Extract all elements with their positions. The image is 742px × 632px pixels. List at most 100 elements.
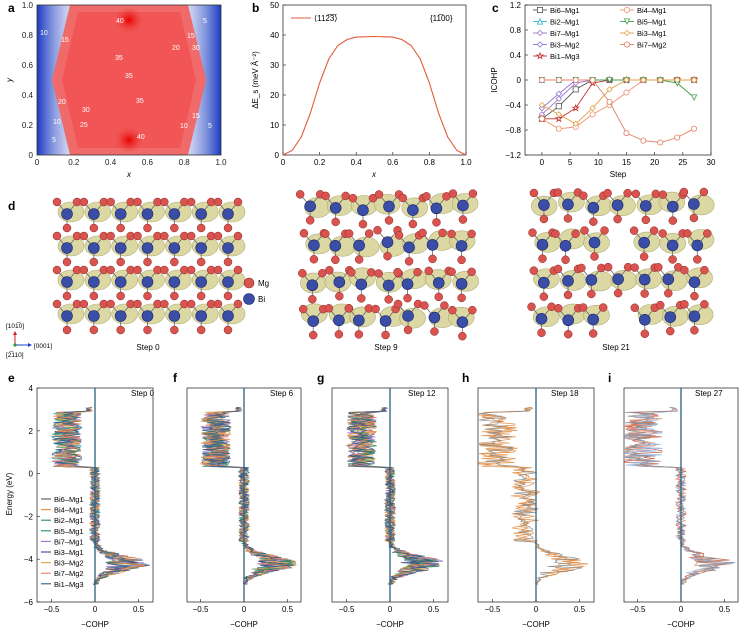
mg-atom bbox=[428, 254, 437, 264]
y-tick-label: 0 bbox=[517, 76, 522, 85]
mg-atom bbox=[186, 299, 196, 309]
mg-atom bbox=[371, 304, 380, 314]
bi-atom bbox=[401, 278, 414, 290]
contour-label: 5 bbox=[52, 137, 56, 144]
contour-label: 5 bbox=[203, 18, 207, 25]
bi-atom bbox=[333, 314, 345, 327]
panel-e-label: e bbox=[8, 371, 15, 385]
bi-atom bbox=[195, 208, 207, 220]
bi-atom bbox=[430, 202, 443, 215]
mg-atom bbox=[116, 291, 125, 301]
mg-atom bbox=[447, 267, 456, 277]
mg-atom bbox=[553, 303, 563, 313]
mg-atom bbox=[430, 327, 439, 336]
legend-label: Bi1–Mg3 bbox=[550, 52, 580, 61]
contour-label: 35 bbox=[125, 73, 133, 80]
heatmap-hotspot-top bbox=[115, 7, 143, 33]
bi-atom bbox=[114, 242, 127, 254]
x-tick-label: 20 bbox=[650, 158, 659, 167]
mg-atom bbox=[394, 231, 404, 240]
mg-atom bbox=[116, 257, 125, 267]
cohp-step-label: Step 12 bbox=[408, 389, 436, 398]
axis-up-label: [101̅0] bbox=[6, 322, 24, 330]
x-tick-label: 0 bbox=[534, 605, 539, 614]
bi-atom bbox=[662, 273, 675, 286]
axis-right-label: [0001] bbox=[34, 343, 52, 350]
bi-atom bbox=[222, 310, 234, 322]
bi-atom bbox=[638, 313, 651, 326]
legend-label: Bi7–Mg1 bbox=[54, 537, 84, 546]
crystal-axes: [101̅0] [0001] [2̅110] bbox=[6, 322, 52, 359]
step-caption: Step 9 bbox=[374, 343, 398, 352]
bi-atom bbox=[562, 314, 575, 327]
bi-atom bbox=[538, 276, 550, 289]
mg-atom bbox=[666, 326, 675, 336]
bi-atom bbox=[612, 273, 624, 285]
mg-atom bbox=[344, 304, 354, 313]
y-tick-label: 0 bbox=[29, 151, 34, 160]
bi-atom bbox=[559, 239, 572, 252]
legend-label: ⟨112̅3̅⟩ bbox=[314, 14, 337, 23]
bi-atom bbox=[536, 238, 549, 251]
panel-b-frame bbox=[282, 4, 467, 156]
bi-atom bbox=[329, 202, 342, 214]
mg-atom bbox=[143, 291, 152, 301]
data-point bbox=[538, 115, 545, 122]
panel-b-label: b bbox=[252, 1, 259, 15]
mg-atom bbox=[457, 293, 466, 303]
cohp-step-label: Step 27 bbox=[695, 389, 723, 398]
mg-atom bbox=[580, 226, 589, 235]
data-point bbox=[691, 125, 698, 132]
y-tick-label: 50 bbox=[270, 1, 279, 10]
mg-atom bbox=[299, 229, 309, 238]
x-tick-label: 0 bbox=[281, 158, 286, 167]
bi-atom bbox=[456, 316, 469, 328]
mg-atom bbox=[539, 292, 549, 301]
panel-f-label: f bbox=[173, 371, 178, 385]
panel-a-yticks: 0 0.2 0.4 0.6 0.8 1.0 bbox=[22, 1, 34, 160]
mg-atom bbox=[639, 252, 649, 261]
surface-energy-line bbox=[282, 35, 467, 156]
structure-view bbox=[527, 187, 715, 339]
bi-atom bbox=[638, 236, 650, 249]
mg-atom bbox=[52, 231, 62, 241]
mg-atom bbox=[424, 266, 433, 276]
cohp-curve bbox=[347, 406, 444, 585]
cohp-curve bbox=[478, 406, 589, 585]
bi-atom bbox=[562, 198, 574, 211]
bi-atom bbox=[455, 278, 468, 290]
mg-atom bbox=[213, 231, 223, 241]
bi-atom bbox=[333, 276, 346, 288]
axis-out-label: [2̅110] bbox=[6, 351, 24, 359]
x-tick-label: 0.6 bbox=[142, 158, 154, 167]
mg-atom bbox=[331, 217, 340, 227]
data-point bbox=[623, 18, 631, 25]
y-tick-label: 1.2 bbox=[510, 1, 522, 10]
mg-atom bbox=[413, 267, 422, 277]
mg-atom bbox=[196, 325, 206, 335]
cohp-xlabel: −COHP bbox=[376, 620, 404, 629]
panel-d-label: d bbox=[8, 199, 15, 213]
mg-atom bbox=[358, 219, 368, 229]
data-point bbox=[623, 29, 631, 37]
mg-atom bbox=[354, 255, 364, 264]
bi-atom bbox=[403, 241, 415, 254]
axis-up-arrowhead bbox=[13, 331, 17, 335]
data-point bbox=[623, 89, 630, 96]
contour-label: 40 bbox=[116, 18, 124, 25]
mg-atom bbox=[308, 330, 318, 340]
mg-atom bbox=[116, 325, 125, 335]
bi-atom bbox=[535, 312, 548, 325]
mg-atom bbox=[403, 325, 413, 335]
mg-atom bbox=[537, 328, 546, 338]
y-tick-label: 2 bbox=[29, 427, 34, 436]
bi-atom bbox=[432, 277, 445, 289]
bi-atom bbox=[664, 311, 677, 323]
bi-atom bbox=[222, 242, 234, 254]
cohp-xlabel: −COHP bbox=[230, 620, 258, 629]
mg-atom bbox=[79, 231, 89, 241]
cohp-panel: −0.5 0 0.5 4 2 0 −2 −4 −6 bbox=[24, 384, 154, 614]
bi-atom bbox=[306, 279, 319, 292]
mg-legend-label: Mg bbox=[258, 279, 269, 288]
structure-view bbox=[295, 189, 479, 341]
